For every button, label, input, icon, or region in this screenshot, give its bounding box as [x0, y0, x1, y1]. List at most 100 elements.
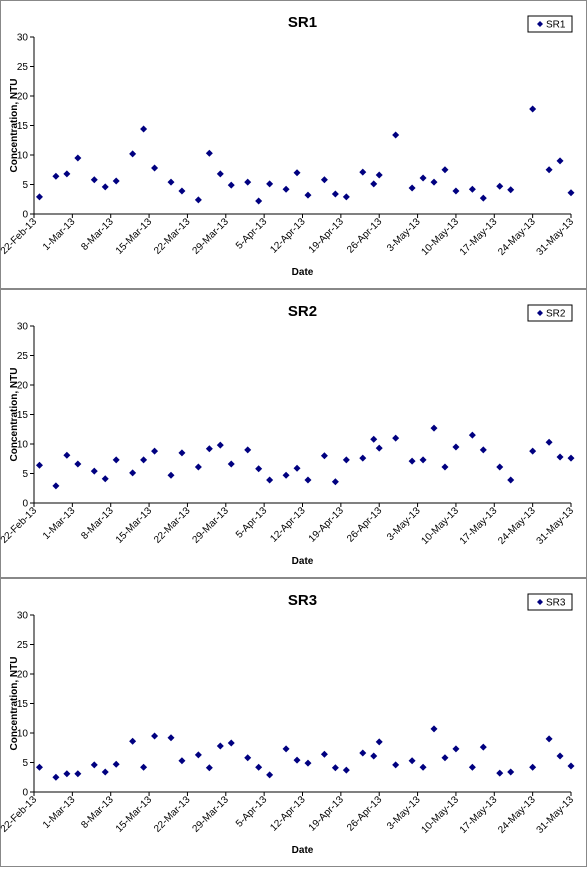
x-tick-label: 26-Apr-13: [345, 794, 385, 834]
data-point: [496, 769, 504, 777]
data-point: [556, 752, 564, 760]
data-point: [74, 770, 82, 778]
data-point: [112, 456, 120, 464]
chart-title: SR1: [288, 14, 317, 31]
x-tick-label: 3-May-13: [385, 505, 423, 543]
legend-marker: [537, 310, 543, 316]
data-point: [140, 763, 148, 771]
data-point: [167, 471, 175, 479]
data-point: [430, 424, 438, 432]
x-tick-label: 22-Mar-13: [152, 216, 193, 257]
data-point: [293, 169, 301, 177]
x-tick-label: 3-May-13: [385, 216, 423, 254]
data-point: [101, 183, 109, 191]
data-point: [266, 476, 274, 484]
data-point: [178, 757, 186, 765]
data-point: [375, 171, 383, 179]
x-tick-label: 19-Apr-13: [307, 505, 347, 545]
y-tick-label: 20: [17, 670, 29, 681]
data-point: [112, 760, 120, 768]
data-point: [129, 469, 137, 477]
x-tick-label: 12-Apr-13: [268, 794, 308, 834]
data-point: [507, 768, 515, 776]
y-tick-label: 0: [22, 210, 28, 221]
data-point: [35, 193, 43, 201]
x-tick-label: 22-Feb-13: [0, 216, 39, 257]
chart-title: SR2: [288, 303, 317, 320]
x-tick-label: 29-Mar-13: [191, 216, 232, 257]
data-point: [282, 185, 290, 193]
x-tick-label: 22-Feb-13: [0, 794, 39, 835]
data-point: [331, 478, 339, 486]
data-point: [216, 742, 224, 750]
x-tick-label: 10-May-13: [419, 216, 461, 258]
data-point: [244, 178, 252, 186]
y-tick-label: 20: [17, 381, 29, 392]
x-tick-label: 1-Mar-13: [41, 794, 78, 831]
data-point: [419, 174, 427, 182]
data-point: [392, 434, 400, 442]
data-point: [419, 763, 427, 771]
data-point: [441, 463, 449, 471]
data-point: [370, 435, 378, 443]
x-tick-label: 22-Mar-13: [152, 505, 193, 546]
y-tick-label: 10: [17, 440, 29, 451]
data-point: [282, 471, 290, 479]
data-point: [255, 763, 263, 771]
legend-box: [527, 304, 573, 322]
data-point: [140, 456, 148, 464]
x-tick-label: 10-May-13: [419, 794, 461, 836]
data-point: [194, 463, 202, 471]
x-tick-label: 31-May-13: [535, 216, 577, 258]
data-point: [90, 761, 98, 769]
x-tick-label: 10-May-13: [419, 505, 461, 547]
data-point: [408, 757, 416, 765]
data-point: [430, 178, 438, 186]
x-tick-label: 12-Apr-13: [268, 505, 308, 545]
data-point: [266, 771, 274, 779]
y-tick-label: 15: [17, 410, 29, 421]
data-point: [452, 443, 460, 451]
data-point: [359, 168, 367, 176]
y-tick-label: 30: [17, 33, 29, 44]
data-point: [151, 732, 159, 740]
data-point: [151, 447, 159, 455]
data-point: [304, 476, 312, 484]
data-point: [331, 764, 339, 772]
y-axis-label: Concentration, NTU: [9, 657, 20, 751]
data-point: [342, 193, 350, 201]
legend-marker: [537, 599, 543, 605]
x-tick-label: 17-May-13: [458, 794, 500, 836]
data-point: [441, 166, 449, 174]
data-point: [359, 749, 367, 757]
data-point: [529, 105, 537, 113]
data-point: [205, 149, 213, 157]
data-point: [320, 750, 328, 758]
x-tick-label: 26-Apr-13: [345, 216, 385, 256]
data-point: [507, 186, 515, 194]
data-point: [370, 180, 378, 188]
x-tick-label: 5-Apr-13: [234, 216, 270, 252]
data-point: [468, 185, 476, 193]
y-tick-label: 5: [22, 180, 28, 191]
legend-label: SR2: [546, 309, 566, 320]
y-tick-label: 25: [17, 640, 29, 651]
legend-box: [527, 593, 573, 611]
x-tick-label: 5-Apr-13: [234, 505, 270, 541]
data-point: [419, 456, 427, 464]
data-point: [90, 467, 98, 475]
data-point: [567, 189, 575, 197]
x-tick-label: 19-Apr-13: [307, 794, 347, 834]
data-point: [479, 194, 487, 202]
x-tick-label: 19-Apr-13: [307, 216, 347, 256]
x-tick-label: 26-Apr-13: [345, 505, 385, 545]
data-point: [151, 164, 159, 172]
x-tick-label: 29-Mar-13: [191, 505, 232, 546]
data-point: [129, 737, 137, 745]
data-point: [452, 745, 460, 753]
data-point: [331, 190, 339, 198]
y-tick-label: 25: [17, 62, 29, 73]
data-point: [392, 761, 400, 769]
data-point: [375, 738, 383, 746]
chart-title: SR3: [288, 592, 317, 609]
